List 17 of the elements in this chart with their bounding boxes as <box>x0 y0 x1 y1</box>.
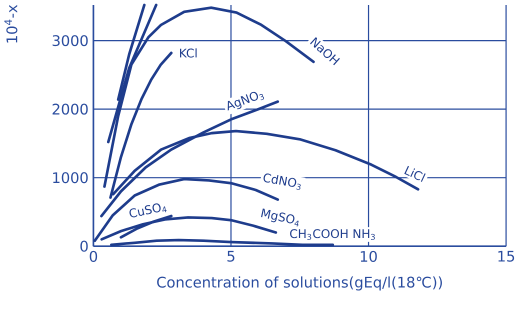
series-label: KCl <box>180 48 197 58</box>
series-label: CH$_{3}$COOH NH$_{3}$ <box>290 229 375 240</box>
x-tick-label: 0 <box>90 250 98 262</box>
text: MgSO$_{4}$ <box>261 208 299 227</box>
text: CuSO$_{4}$ <box>129 203 167 218</box>
x-tick-label: 15 <box>498 250 514 262</box>
text: LiCl <box>404 166 426 182</box>
y-tick-label: 2000 <box>52 104 88 115</box>
x-axis-title: Concentration of solutions(gEq/l(18℃)) <box>157 276 442 291</box>
x-tick-label: 5 <box>227 250 234 262</box>
text: CdNO$_{3}$ <box>264 174 301 190</box>
text: AgNO$_{3}$ <box>228 92 264 111</box>
y-tick-label: 3000 <box>52 35 88 46</box>
y-tick-label: 0 <box>80 240 88 252</box>
x-tick-label: 10 <box>360 250 377 262</box>
y-axis-title: 10$^{4}$-x <box>4 4 18 43</box>
y-tick-label: 1000 <box>53 172 88 184</box>
